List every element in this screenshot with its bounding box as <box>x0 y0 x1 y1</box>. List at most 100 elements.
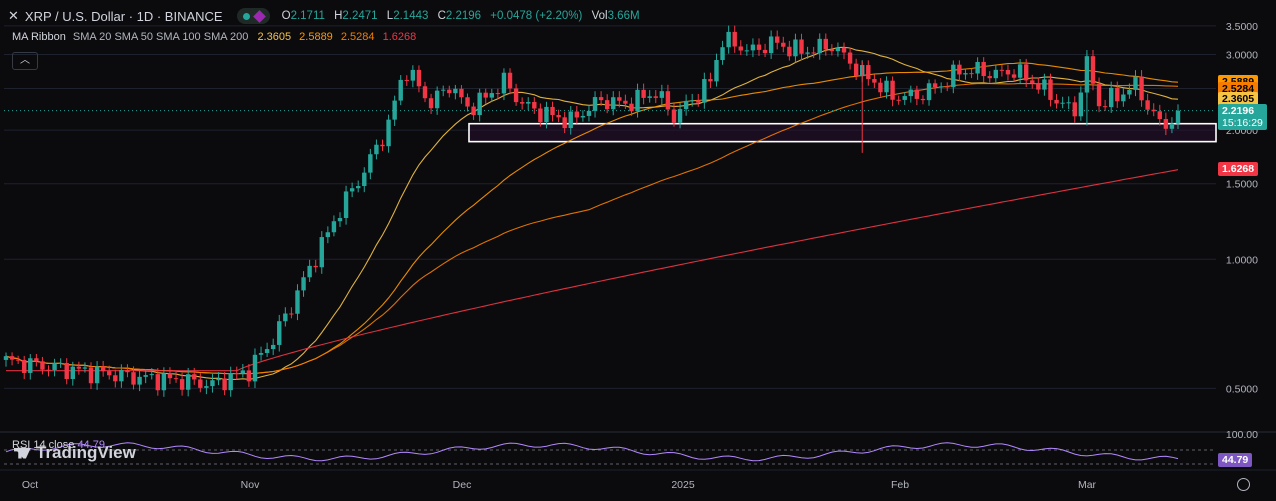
candle-body <box>289 313 294 315</box>
candle-body <box>465 97 470 107</box>
rsi-value-tag: 44.79 <box>1218 453 1253 467</box>
close-icon[interactable]: ✕ <box>8 8 19 23</box>
candle-body <box>1017 64 1023 78</box>
candle-body <box>416 69 422 87</box>
candle-body <box>604 100 610 110</box>
candle-body <box>453 88 458 94</box>
candle-body <box>356 186 361 189</box>
candle-body <box>46 369 51 371</box>
candle-body <box>428 98 434 109</box>
candle-body <box>671 109 677 123</box>
candle-body <box>665 91 671 110</box>
candle-body <box>1121 94 1126 102</box>
candle-body <box>732 31 737 47</box>
time-axis: Oct Nov Dec 2025 Feb Mar <box>0 469 1276 491</box>
symbol-title[interactable]: XRP / U.S. Dollar · 1D · BINANCE <box>24 8 223 24</box>
candle-body <box>313 265 318 268</box>
candle-body <box>149 374 154 376</box>
candle-body <box>884 80 889 93</box>
candle-body <box>185 374 191 390</box>
candle-body <box>483 92 488 98</box>
candle-body <box>969 73 974 75</box>
ma-value-20: 2.3605 <box>257 31 292 43</box>
high-value: 2.2471 <box>342 10 378 22</box>
candle-body <box>252 354 258 382</box>
candle-body <box>926 83 932 101</box>
ma-ribbon-name: MA Ribbon <box>12 31 66 43</box>
candle-body <box>1151 109 1156 112</box>
change-value: +0.0478 (+2.20%) <box>490 10 583 22</box>
rsi-pane: 100.00 <box>0 429 1276 465</box>
candle-body <box>131 372 136 385</box>
candle-body <box>817 38 822 54</box>
candle-body <box>1175 110 1181 124</box>
sma-20-tag: 2.3605 <box>1218 92 1259 107</box>
gear-icon[interactable] <box>1237 478 1250 491</box>
low-label: L <box>386 10 394 22</box>
candle-body <box>119 369 124 382</box>
market-status-pill[interactable] <box>236 8 270 24</box>
candle-body <box>1011 74 1017 78</box>
candle-body <box>562 117 567 129</box>
candle-body <box>58 362 63 364</box>
candle-body <box>689 100 695 102</box>
candle-body <box>519 102 525 104</box>
candle-body <box>987 76 992 79</box>
candle-body <box>1102 106 1108 108</box>
ma-ribbon-lines <box>4 46 1216 380</box>
close-label: C <box>437 10 446 22</box>
candle-body <box>52 363 57 370</box>
candle-body <box>653 96 658 98</box>
candle-body <box>1072 102 1077 117</box>
x-tick-label: 2025 <box>671 479 695 491</box>
sma-200-tag: 1.6268 <box>1218 161 1259 176</box>
tradingview-logo-icon <box>14 447 31 459</box>
sma-50-line <box>5 62 1179 375</box>
candle-body <box>866 65 871 80</box>
chevron-up-icon[interactable]: ︿ <box>12 52 38 70</box>
candle-body <box>1109 87 1114 108</box>
candle-body <box>228 373 233 391</box>
support-zone-rect <box>468 122 1217 143</box>
ohlc-values: O2.1711 H2.2471 L2.1443 C2.2196 +0.0478 … <box>282 10 646 22</box>
candle-body <box>586 110 592 116</box>
candle-body <box>88 367 94 384</box>
candle-body <box>40 361 45 370</box>
candle-body <box>963 73 968 75</box>
candle-body <box>125 369 130 373</box>
candle-body <box>264 349 270 354</box>
ma-ribbon-legend[interactable]: MA Ribbon SMA 20 SMA 50 SMA 100 SMA 200 … <box>12 31 416 43</box>
candle-body <box>343 191 349 219</box>
candle-body <box>210 380 215 387</box>
low-value: 2.1443 <box>393 10 429 22</box>
ma-ribbon-params: SMA 20 SMA 50 SMA 100 SMA 200 <box>72 31 249 43</box>
candle-body <box>550 106 555 116</box>
candle-body <box>471 106 476 116</box>
candle-body <box>853 63 859 77</box>
candle-body <box>726 31 731 48</box>
candle-body <box>702 79 707 103</box>
candle-body <box>720 47 725 61</box>
candle-body <box>28 358 33 373</box>
candle-body <box>368 154 373 173</box>
candle-body <box>258 353 264 355</box>
ma-value-50: 2.5889 <box>299 31 333 43</box>
candle-body <box>932 83 938 88</box>
candle-body <box>532 101 537 109</box>
candle-body <box>155 374 161 391</box>
candle-body <box>3 356 9 360</box>
high-label: H <box>334 10 343 22</box>
candle-body <box>611 97 616 110</box>
candle-body <box>914 89 920 99</box>
y-tick-label: 0.5000 <box>1226 383 1258 395</box>
candle-body <box>398 79 403 101</box>
candle-body <box>1042 79 1047 90</box>
candle-body <box>714 60 719 82</box>
candle-body <box>477 92 482 116</box>
candle-body <box>647 96 652 98</box>
candle-body <box>756 44 762 50</box>
candle-body <box>811 52 816 54</box>
candle-body <box>1066 102 1071 104</box>
candle-body <box>495 93 501 95</box>
